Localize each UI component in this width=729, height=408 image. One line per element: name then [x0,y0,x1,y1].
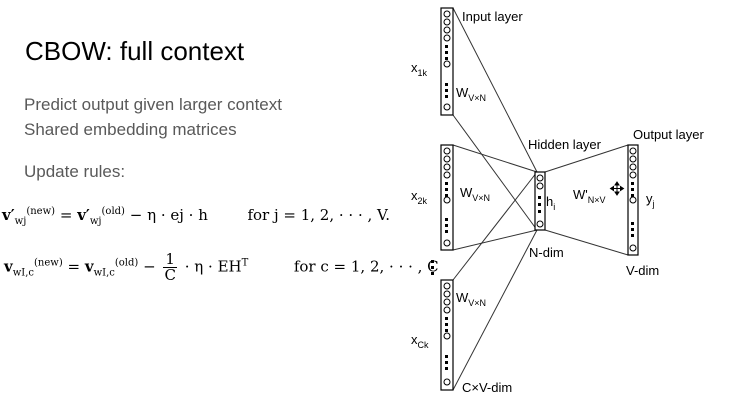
context-ellipsis [431,260,434,275]
eq2-rest: · η · EH [184,257,242,276]
x2-label: x2k [411,188,428,206]
bullet-predict: Predict output given larger context [24,95,282,114]
eq2-sup-t: T [241,257,249,269]
output-y-label: yj [646,191,655,209]
v-dim-label: V-dim [626,263,659,278]
eq2-sup-new: (new) [34,257,63,269]
eq2-sup-old: (old) [114,257,139,269]
w2-label: WV×N [460,185,490,203]
slide-title: CBOW: full context [25,36,245,66]
input-vector-2 [440,144,454,251]
input-vector-1 [440,7,454,116]
eq1-vector-rhs: v′ [77,206,90,224]
eq2-frac-num: 1 [163,250,177,268]
n-dim-label: N-dim [529,245,564,260]
output-layer-label: Output layer [633,127,704,142]
eq1-vector: v′ [2,206,15,224]
eq2-vector-rhs: v [84,257,94,276]
w1-label: WV×N [456,85,486,103]
eq2-range: for c = 1, 2, · · · , C [293,257,439,276]
eq2-frac-den: C [164,266,176,284]
output-vector [627,144,639,256]
eq1-range: for j = 1, 2, · · · , V. [247,206,390,224]
w-prime-label: W'N×V [573,187,606,205]
connection-lines [452,7,629,391]
cv-dim-label: C×V-dim [462,380,512,395]
eq2-vector: v [4,257,13,276]
eq2-sub: wI,c [12,267,35,279]
hidden-h-label: hi [546,194,555,212]
hidden-vector [534,171,546,231]
eq1-sup-old: (old) [101,206,125,217]
update-rules-heading: Update rules: [24,162,126,181]
update-equation-1: v′wj(new) = v′wj(old) − η · ej · h for j… [2,206,390,227]
eq1-sup-new: (new) [26,206,56,217]
hidden-layer-label: Hidden layer [528,137,602,152]
eq1-sub-rhs: wj [89,216,102,227]
eq2-sub-rhs: wI,c [93,267,115,279]
bullet-shared: Shared embedding matrices [24,120,237,139]
xc-label: xCk [411,332,429,350]
eq1-sub: wj [14,216,27,227]
move-cursor-icon [609,181,625,196]
input-layer-label: Input layer [462,9,523,24]
input-vector-c [440,279,454,391]
eq1-rest: − η · ej · h [129,206,208,224]
x1-label: x1k [411,60,428,78]
wc-label: WV×N [456,290,486,308]
